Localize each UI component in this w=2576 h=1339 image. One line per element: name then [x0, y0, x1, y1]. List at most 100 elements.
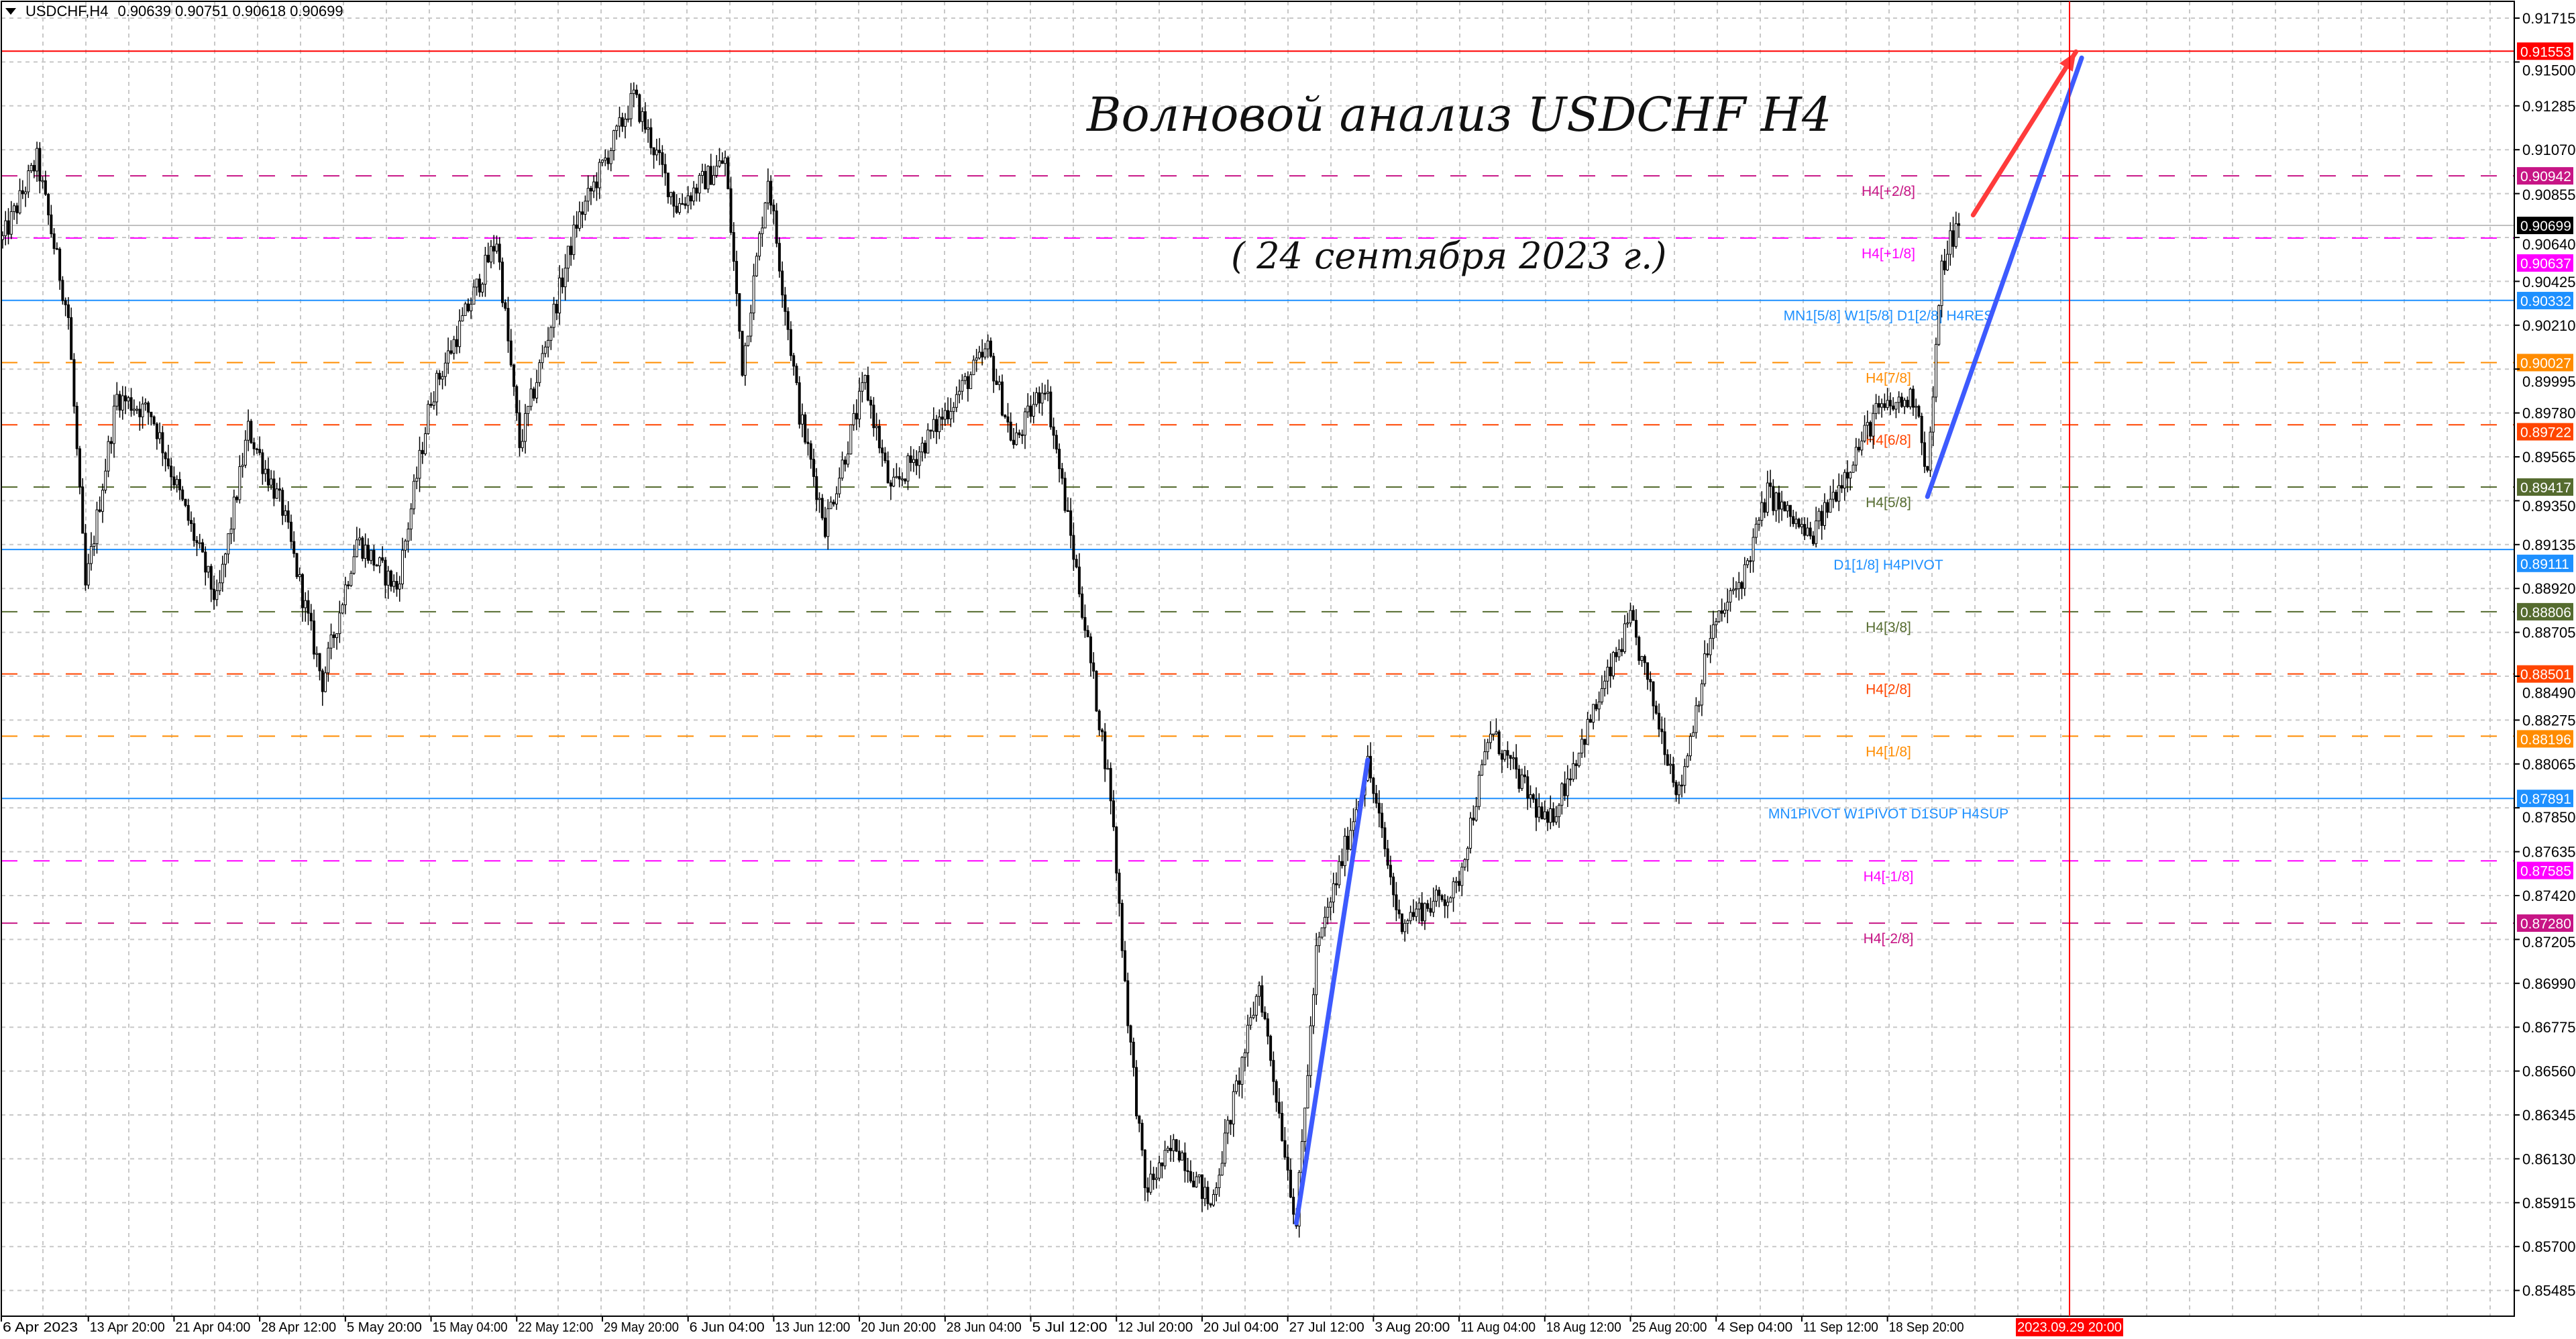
candle-body — [400, 549, 404, 584]
level-label: H4[7/8] — [1866, 370, 1911, 386]
price-tag-label: 0.89722 — [2520, 425, 2571, 441]
candle-body — [424, 433, 427, 454]
candle-body — [1429, 908, 1432, 913]
trendlines[interactable] — [1293, 49, 2084, 1226]
candle-body — [518, 412, 521, 448]
candle-body — [1723, 610, 1726, 614]
candle-body — [712, 174, 715, 185]
candle-body — [107, 441, 110, 472]
level-label: MN1[5/8] W1[5/8] D1[2/8] H4RES — [1784, 309, 1994, 324]
trendline[interactable] — [1925, 55, 2084, 499]
candle-body — [395, 581, 398, 590]
trendline[interactable] — [1293, 757, 1371, 1226]
candle-body — [1909, 388, 1912, 407]
candle-body — [1004, 415, 1007, 417]
candle-body — [70, 317, 73, 360]
candle-body — [581, 211, 584, 215]
ohlc-high: 0.90751 — [175, 3, 229, 19]
candle-body — [7, 220, 10, 235]
candle-body — [1000, 381, 1004, 416]
candle-body — [252, 442, 256, 449]
candle-body — [144, 403, 147, 405]
candle-body — [1680, 784, 1684, 787]
candle-body — [343, 584, 347, 606]
price-tick-label: 0.89565 — [2522, 449, 2576, 466]
candle-body — [600, 160, 604, 163]
candle-body — [298, 574, 301, 578]
price-axis[interactable]: 0.91715 0.91553 0.91500 0.91285 0.91070 0.909… — [2514, 10, 2576, 1299]
candle-body — [621, 117, 624, 127]
candle-body — [824, 517, 827, 537]
candle-body — [1877, 403, 1880, 408]
candle-body — [47, 194, 50, 215]
time-tick-label: 15 May 04:00 — [433, 1320, 508, 1335]
candle-body — [486, 254, 490, 263]
candle-body — [781, 270, 784, 296]
candle-body — [1083, 617, 1087, 631]
candle-body — [1831, 492, 1835, 500]
candle-body — [1454, 881, 1458, 883]
candle-body — [1209, 1203, 1212, 1206]
candle-body — [1589, 718, 1592, 723]
price-tick-label: 0.91500 — [2522, 62, 2576, 78]
candle-body — [318, 653, 321, 672]
candle-body — [761, 227, 764, 234]
candle-body — [775, 210, 778, 244]
candle-body — [30, 165, 33, 172]
candle-body — [589, 188, 592, 192]
candle-body — [121, 395, 124, 411]
candle-body — [78, 448, 81, 488]
candle-body — [1006, 416, 1010, 423]
candle-body — [1417, 902, 1421, 910]
candle-body — [89, 546, 93, 564]
candle-body — [695, 187, 698, 194]
candle-body — [804, 414, 807, 443]
candle-body — [475, 278, 478, 288]
candle-body — [926, 429, 930, 453]
trendline[interactable] — [1970, 49, 2079, 218]
price-tick-label: 0.87420 — [2522, 888, 2576, 904]
candle-body — [1197, 1174, 1201, 1177]
time-axis[interactable]: 6 Apr 2023 13 Apr 20:00 21 Apr 04:00 28 Apr… — [1, 1, 2514, 1336]
candle-body — [1769, 482, 1772, 487]
candle-body — [1652, 681, 1655, 706]
candle-body — [1329, 902, 1332, 908]
candle-body — [304, 600, 307, 608]
candle-body — [604, 157, 607, 161]
candle-body — [532, 388, 535, 399]
candle-body — [527, 406, 530, 414]
candle-body — [998, 381, 1001, 385]
candle-body — [309, 612, 313, 622]
candle-body — [1172, 1139, 1175, 1151]
candle-body — [195, 540, 199, 543]
ohlc-close: 0.90699 — [290, 3, 343, 19]
time-tick-label: 20 Jun 20:00 — [861, 1320, 936, 1335]
candle-body — [1800, 524, 1803, 527]
candle-body — [941, 417, 944, 420]
candle-body — [1743, 564, 1746, 589]
candle-body — [41, 180, 44, 182]
candle-body — [669, 192, 673, 197]
candle-body — [170, 466, 173, 478]
candle-body — [113, 405, 116, 444]
candle-body — [1289, 1169, 1292, 1198]
candle-body — [1100, 729, 1104, 733]
candle-body — [915, 459, 918, 466]
candle-body — [1097, 710, 1101, 731]
candle-body — [1049, 391, 1053, 427]
candle-body — [1226, 1120, 1230, 1134]
candle-body — [1126, 980, 1130, 1026]
candle-body — [98, 509, 101, 512]
level-label: H4[6/8] — [1866, 433, 1911, 448]
candle-body — [1072, 535, 1075, 560]
time-tick-label: 6 Jun 04:00 — [690, 1320, 765, 1335]
candle-body — [1326, 906, 1330, 918]
candle-body — [1243, 1052, 1246, 1058]
candle-body — [484, 254, 487, 285]
candle-body — [101, 490, 104, 512]
candle-body — [769, 180, 773, 206]
candle-body — [181, 489, 184, 500]
triangle-down-icon[interactable] — [5, 8, 16, 15]
candle-body — [1946, 254, 1949, 270]
